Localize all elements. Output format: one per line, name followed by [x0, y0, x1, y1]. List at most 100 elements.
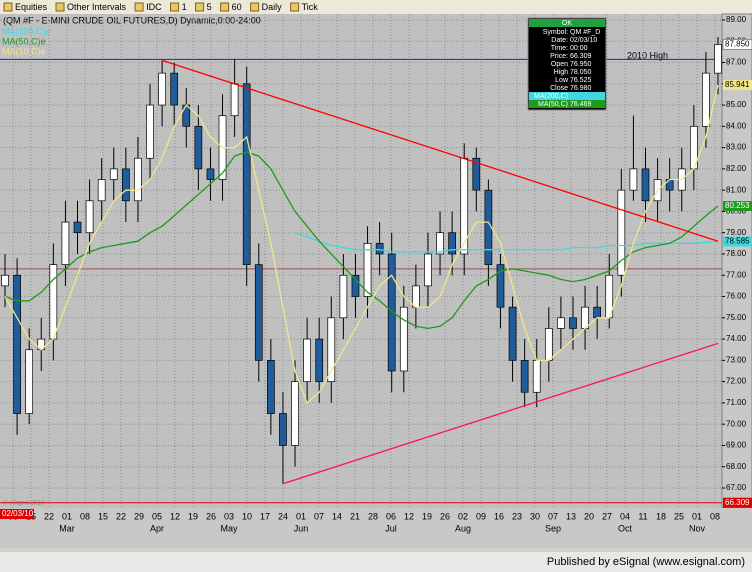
toolbar-button[interactable]: IDC	[146, 2, 162, 12]
data-window-value: 66.309	[570, 53, 592, 60]
toolbar-icon	[170, 2, 180, 12]
x-tick-label: 12	[404, 511, 414, 521]
x-tick-label: 22	[116, 511, 126, 521]
toolbar-button[interactable]: 1	[182, 2, 187, 12]
legend-entry: MA(10,C)e	[2, 46, 46, 56]
y-tick-label: 81.00	[726, 185, 747, 194]
x-tick-label: 06	[386, 511, 396, 521]
candle-body	[569, 317, 577, 329]
x-tick-label: 12	[170, 511, 180, 521]
ma-line	[294, 232, 719, 253]
candle-body	[242, 83, 251, 265]
toolbar	[0, 0, 752, 14]
candle-body	[532, 360, 541, 393]
x-tick-label: 20	[584, 511, 594, 521]
candle-body	[73, 221, 82, 234]
month-label: May	[220, 523, 238, 533]
x-tick-label: 21	[350, 511, 360, 521]
y-tick-label: 89.00	[726, 15, 747, 24]
x-tick-label: 03	[224, 511, 234, 521]
x-tick-label: 24	[278, 511, 288, 521]
last-price-label: 87.850	[725, 40, 750, 49]
chart-title: (QM #F - E-MINI CRUDE OIL FUTURES,D) Dyn…	[3, 15, 261, 25]
x-tick-label: 26	[440, 511, 450, 521]
candle-body	[424, 253, 432, 287]
candle-body	[291, 381, 299, 446]
y-tick-label: 85.00	[726, 100, 747, 109]
x-tick-label: 22	[44, 511, 54, 521]
data-window-value: 76.980	[570, 85, 592, 92]
candle-body	[339, 274, 348, 319]
candle-body	[448, 232, 456, 255]
candle-body	[303, 338, 311, 382]
candle-body	[593, 306, 602, 319]
data-window-value: 76.525	[570, 77, 592, 84]
x-tick-label: 09	[476, 511, 486, 521]
candle-body	[1, 274, 9, 287]
toolbar-button[interactable]: 5	[207, 2, 212, 12]
y-tick-label: 84.00	[726, 121, 747, 130]
x-tick-label: 30	[530, 511, 540, 521]
candle-body	[146, 104, 154, 159]
y-tick-label: 72.00	[726, 377, 747, 386]
y-tick-label: 76.00	[726, 292, 747, 301]
y-tick-label: 79.00	[726, 228, 747, 237]
toolbar-button[interactable]: Equities	[15, 2, 48, 12]
candle-body	[267, 360, 275, 414]
toolbar-icon	[134, 2, 144, 12]
y-tick-label: 75.00	[726, 313, 747, 322]
toolbar-icon	[55, 2, 65, 12]
toolbar-button[interactable]: 60	[232, 2, 242, 12]
toolbar-button[interactable]: Daily	[262, 2, 283, 12]
trendline	[161, 59, 719, 242]
last-value-box	[723, 236, 752, 247]
candle-body	[158, 72, 166, 106]
month-label: Jul	[385, 523, 397, 533]
candle-body	[315, 338, 324, 382]
footer-bar	[0, 552, 752, 572]
cursor-date-box	[0, 509, 34, 519]
ma-line	[4, 151, 719, 330]
last-value-label: 78.585	[725, 237, 750, 246]
legend-entry: MA(200,C)e	[2, 26, 51, 36]
data-window-key: Low	[555, 77, 569, 84]
candle-body	[85, 200, 94, 234]
y-tick-label: 69.00	[726, 441, 747, 450]
x-tick-label: 14	[332, 511, 342, 521]
data-window-key: Symbol:	[543, 29, 568, 36]
data-window-value: 02/03/10	[570, 37, 597, 44]
data-window-key: Open	[551, 61, 568, 68]
data-window-row-bg	[529, 100, 605, 108]
month-label: Aug	[455, 523, 471, 533]
cursor-price-label: 66.309	[725, 498, 750, 507]
x-tick-label: 15	[98, 511, 108, 521]
x-tick-label: 17	[260, 511, 270, 521]
x-tick-label: 13	[566, 511, 576, 521]
legend-entry: MA(50,C)e	[2, 36, 46, 46]
data-window-key: MA(200,C)	[534, 93, 568, 100]
cursor-date-label: 02/03/10	[2, 509, 34, 518]
toolbar-button[interactable]: Other Intervals	[67, 2, 127, 12]
x-tick-label: 25	[674, 511, 684, 521]
y-tick-label: 73.00	[726, 355, 747, 364]
candle-body	[363, 242, 372, 297]
candle-body	[351, 274, 360, 297]
toolbar-button[interactable]: Tick	[302, 2, 319, 12]
candle-body	[121, 168, 130, 202]
annotation: 2010 High	[627, 50, 668, 60]
x-tick-label: 08	[80, 511, 90, 521]
candle-body	[170, 72, 179, 106]
data-window-value: 00:00	[570, 45, 588, 52]
candle-body	[472, 157, 481, 191]
last-value-label: 80.253	[725, 201, 750, 210]
toolbar-icon	[3, 2, 13, 12]
candle-body	[254, 264, 263, 361]
data-window-key: Time:	[551, 45, 568, 52]
candle-body	[617, 189, 626, 276]
y-tick-label: 87.00	[726, 58, 747, 67]
candle-body	[13, 274, 21, 414]
price-axis	[721, 13, 752, 509]
candle-body	[436, 232, 444, 255]
ma-line	[4, 84, 719, 405]
y-tick-label: 77.00	[726, 270, 747, 279]
